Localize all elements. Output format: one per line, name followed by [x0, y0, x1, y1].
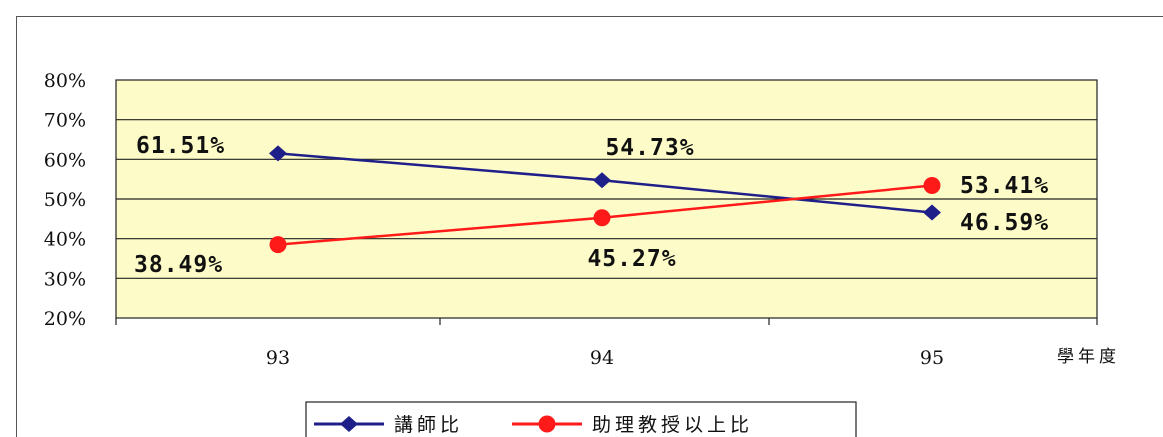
- legend: 講師比 助理教授以上比: [305, 401, 857, 437]
- data-point: [593, 172, 611, 189]
- y-tick-label: 40%: [44, 229, 86, 251]
- y-tick-label: 70%: [44, 110, 86, 132]
- y-tick-label: 60%: [44, 149, 86, 171]
- x-tick-label: 93: [266, 347, 290, 369]
- series-2: 38.49% 45.27% 53.41%: [134, 173, 1049, 278]
- legend-marker: [538, 415, 556, 433]
- chart-frame: [16, 16, 1163, 437]
- x-axis-ticks: 93 94 95: [266, 347, 944, 369]
- data-point: [923, 176, 941, 194]
- y-tick-label: 50%: [44, 189, 86, 211]
- y-tick-label: 20%: [44, 308, 86, 330]
- y-tick-label: 80%: [44, 70, 86, 92]
- data-point: [923, 204, 941, 221]
- legend-label: 助理教授以上比: [592, 414, 753, 436]
- x-tick-label: 95: [920, 347, 944, 369]
- plot-area: [115, 79, 1098, 325]
- series-layer: 61.51% 54.73% 46.59% 38.49% 45.27% 53.41%: [134, 133, 1049, 278]
- x-tick-label: 94: [590, 347, 614, 369]
- legend-marker: [340, 416, 358, 432]
- data-point: [593, 209, 611, 227]
- x-axis-title: 學年度: [1057, 347, 1120, 367]
- legend-label: 講師比: [394, 414, 463, 436]
- y-axis-ticks: 80% 70% 60% 50% 40% 30% 20%: [44, 70, 86, 330]
- data-label: 61.51%: [136, 133, 225, 159]
- data-label: 45.27%: [587, 246, 676, 272]
- series-1: 61.51% 54.73% 46.59%: [136, 133, 1049, 236]
- data-label: 53.41%: [960, 173, 1049, 199]
- data-point: [269, 145, 287, 162]
- y-tick-label: 30%: [44, 268, 86, 290]
- data-label: 38.49%: [134, 252, 223, 278]
- data-label: 46.59%: [960, 210, 1049, 236]
- legend-box: [305, 401, 857, 437]
- data-label: 54.73%: [605, 135, 694, 161]
- data-point: [269, 236, 287, 254]
